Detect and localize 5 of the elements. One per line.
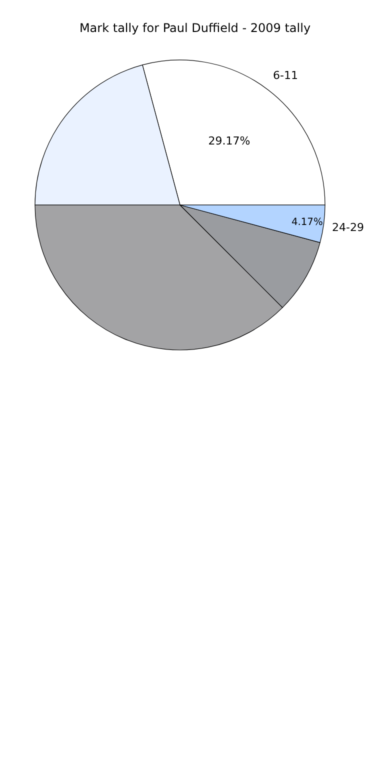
data-label: 29.17% xyxy=(208,134,250,148)
slice-label: 6-11 xyxy=(273,69,298,82)
chart-title: Mark tally for Paul Duffield - 2009 tally xyxy=(79,20,311,35)
data-label: 4.17% xyxy=(291,216,323,228)
slice-label: 24-29 xyxy=(332,221,364,234)
